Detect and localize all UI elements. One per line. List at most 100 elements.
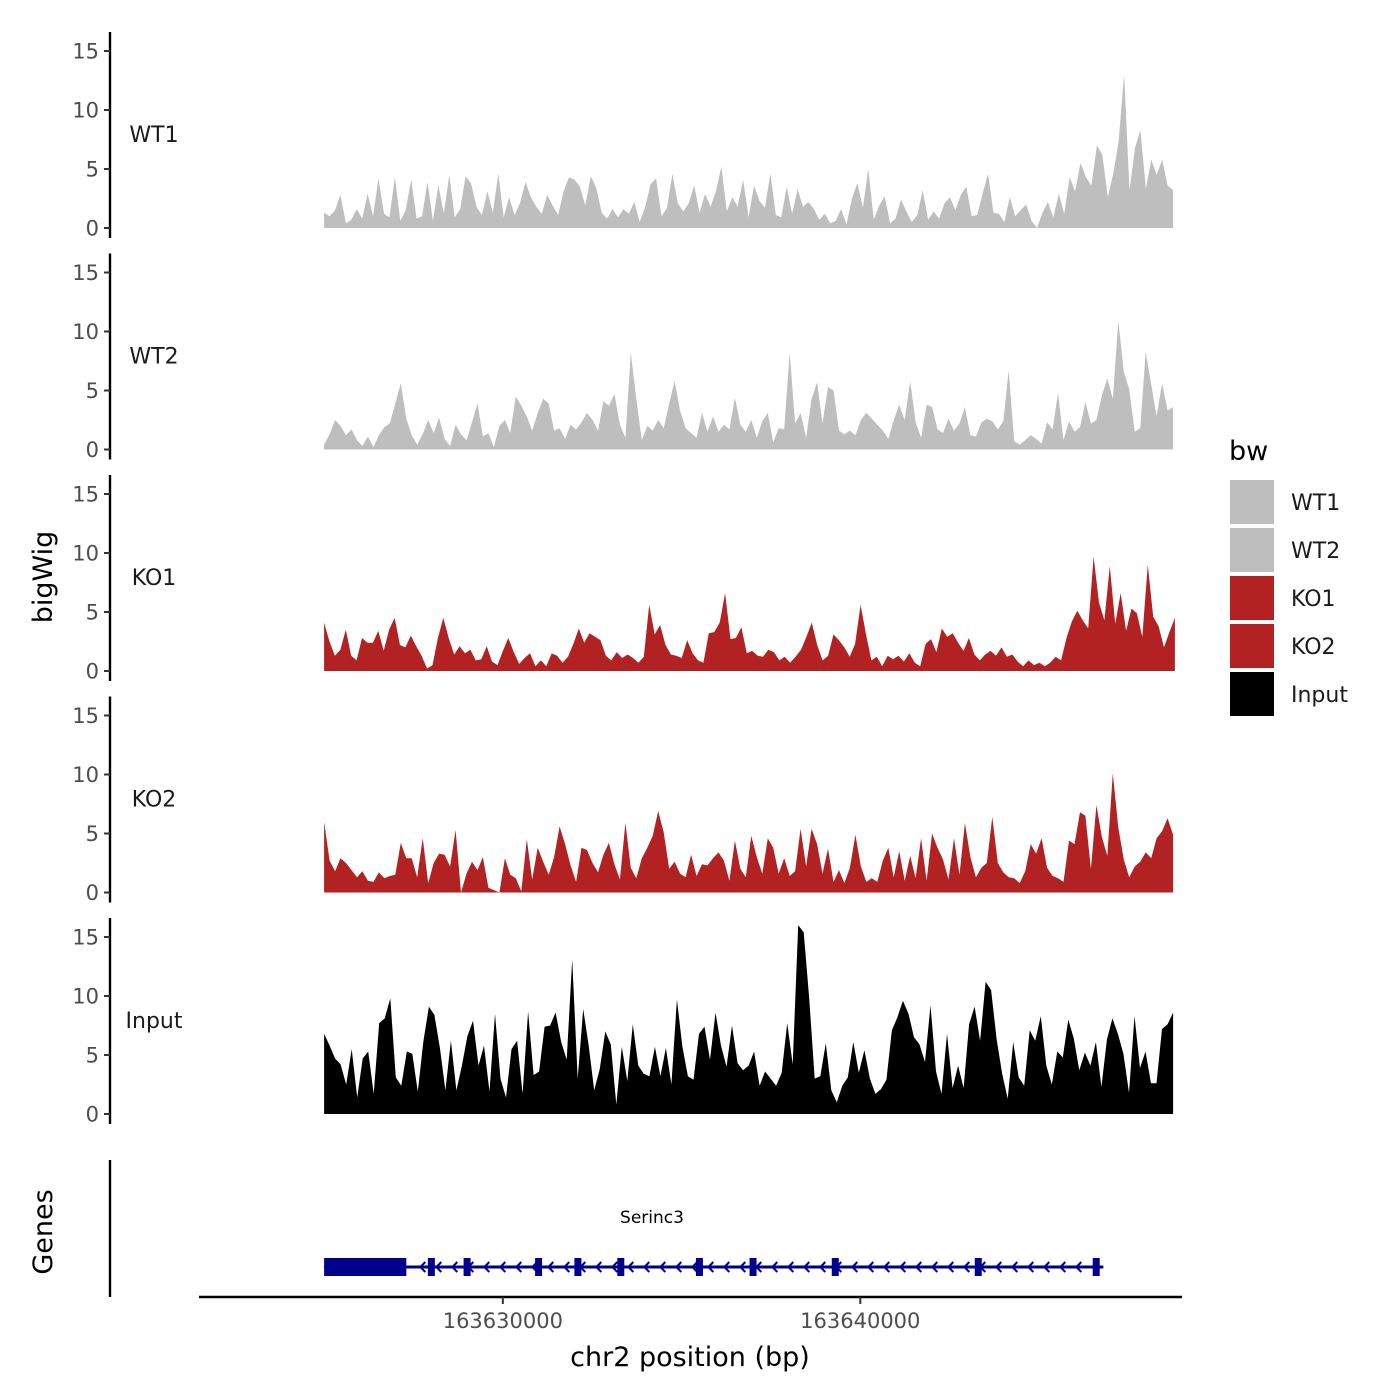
x-tick-label: 163640000	[800, 1309, 920, 1333]
strand-arrow	[1090, 1261, 1099, 1273]
strand-arrow	[658, 1261, 667, 1273]
strand-arrow	[562, 1261, 571, 1273]
strand-arrow	[882, 1261, 891, 1273]
gene-exon	[974, 1258, 982, 1276]
y-tick-label: 10	[72, 99, 99, 123]
strand-arrow	[802, 1261, 811, 1273]
strand-arrow	[1042, 1261, 1051, 1273]
y-tick-label: 5	[86, 379, 99, 403]
strand-arrow	[578, 1261, 587, 1273]
legend-swatch-ko2	[1230, 624, 1274, 668]
legend: bw WT1 WT2 KO1 KO2 Input	[1229, 436, 1348, 716]
track-panel-wt1: 0 5 10 15 WT1	[72, 32, 1174, 241]
track-label: WT2	[129, 345, 178, 370]
x-axis: 163630000 163640000	[199, 1295, 1182, 1333]
track-panel-wt2: 0 5 10 15 WT2	[72, 253, 1174, 462]
track-label: Input	[126, 1009, 183, 1034]
gene-exon	[1092, 1258, 1100, 1276]
strand-arrow	[898, 1261, 907, 1273]
legend-label: WT2	[1291, 539, 1340, 564]
strand-arrow	[466, 1261, 475, 1273]
y-tick-label: 0	[86, 217, 99, 241]
y-tick-label: 0	[86, 881, 99, 905]
strand-arrow	[866, 1261, 875, 1273]
coverage-area-wt1	[324, 74, 1174, 228]
y-tick-label: 10	[72, 542, 99, 566]
legend-swatch-ko1	[1230, 576, 1274, 620]
y-tick-label: 15	[72, 483, 99, 507]
strand-arrow	[946, 1261, 955, 1273]
y-tick-label: 5	[86, 1044, 99, 1068]
x-tick-label: 163630000	[443, 1309, 563, 1333]
strand-arrow	[1074, 1261, 1083, 1273]
strand-arrow	[962, 1261, 971, 1273]
strand-arrow	[706, 1261, 715, 1273]
y-tick-label: 0	[86, 438, 99, 462]
strand-arrow	[1058, 1261, 1067, 1273]
genes-axis-title: Genes	[28, 1189, 59, 1274]
y-tick-label: 0	[86, 1103, 99, 1127]
strand-arrow	[594, 1261, 603, 1273]
gene-label: Serinc3	[620, 1208, 684, 1228]
coverage-area-input	[324, 925, 1174, 1114]
gene-utr-block	[324, 1258, 407, 1276]
gene-panel: Serinc3	[108, 1160, 1104, 1297]
strand-arrow	[722, 1261, 731, 1273]
track-panel-ko1: 0 5 10 15 KO1	[72, 475, 1175, 684]
strand-arrow	[498, 1261, 507, 1273]
gene-exon	[617, 1258, 625, 1276]
strand-arrow	[514, 1261, 523, 1273]
strand-arrow	[834, 1261, 843, 1273]
gene-exon	[574, 1258, 582, 1276]
strand-arrow	[738, 1261, 747, 1273]
strand-arrow	[434, 1261, 443, 1273]
coverage-area-wt2	[324, 320, 1174, 450]
strand-arrow	[482, 1261, 491, 1273]
y-tick-label: 10	[72, 985, 99, 1009]
legend-label: KO1	[1291, 587, 1336, 612]
track-label: KO2	[132, 788, 177, 813]
strand-arrow	[690, 1261, 699, 1273]
coverage-area-ko2	[324, 773, 1174, 893]
strand-arrow	[1010, 1261, 1019, 1273]
y-tick-label: 15	[72, 40, 99, 64]
strand-arrow	[754, 1261, 763, 1273]
strand-arrow	[626, 1261, 635, 1273]
track-panel-ko2: 0 5 10 15 KO2	[72, 696, 1174, 905]
legend-swatch-wt1	[1230, 480, 1274, 524]
strand-arrow	[770, 1261, 779, 1273]
strand-arrow	[1026, 1261, 1035, 1273]
strand-arrow	[994, 1261, 1003, 1273]
legend-label: KO2	[1291, 635, 1336, 660]
strand-arrow	[450, 1261, 459, 1273]
strand-arrow	[850, 1261, 859, 1273]
y-tick-label: 10	[72, 320, 99, 344]
strand-arrow	[930, 1261, 939, 1273]
y-tick-label: 5	[86, 601, 99, 625]
gene-exon	[427, 1258, 435, 1276]
strand-arrow	[642, 1261, 651, 1273]
y-tick-label: 15	[72, 261, 99, 285]
strand-arrow	[418, 1261, 427, 1273]
strand-arrow	[786, 1261, 795, 1273]
strand-arrow	[530, 1261, 539, 1273]
bigwig-panels: 0 5 10 15 WT1 0 5 10 15 WT2 0 5 10 15 KO1 0 5 10 15 KO2 0 5 10…	[72, 32, 1175, 1127]
legend-title: bw	[1229, 436, 1268, 467]
y-tick-label: 5	[86, 822, 99, 846]
strand-arrow	[978, 1261, 987, 1273]
strand-arrow	[546, 1261, 555, 1273]
strand-arrow	[610, 1261, 619, 1273]
gene-exon	[535, 1258, 543, 1276]
track-label: WT1	[129, 123, 178, 148]
coverage-area-ko1	[324, 556, 1175, 671]
strand-arrow	[818, 1261, 827, 1273]
strand-arrow	[674, 1261, 683, 1273]
y-tick-label: 0	[86, 660, 99, 684]
gene-exon	[695, 1258, 703, 1276]
y-tick-label: 15	[72, 926, 99, 950]
legend-label: WT1	[1291, 491, 1340, 516]
y-tick-label: 5	[86, 158, 99, 182]
strand-arrow	[914, 1261, 923, 1273]
legend-label: Input	[1291, 683, 1348, 708]
track-label: KO1	[132, 566, 177, 591]
